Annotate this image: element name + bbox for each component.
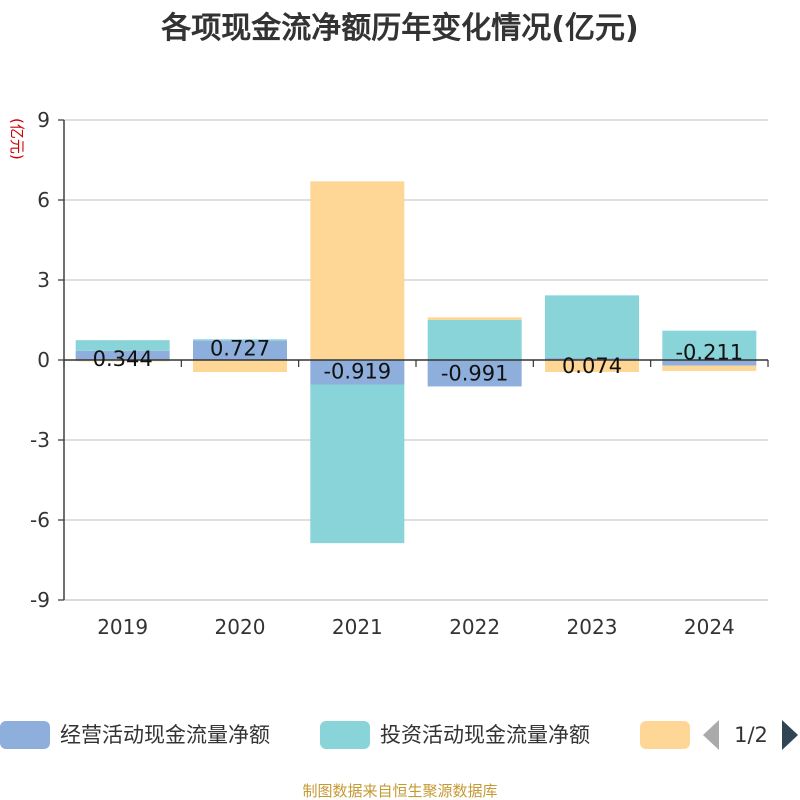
bar-series2-2024 [662, 330, 757, 360]
grid-lines [64, 119, 768, 601]
x-tick-label: 2019 [97, 615, 148, 639]
legend-label[interactable]: 投资活动现金流量净额 [380, 723, 590, 747]
bar-series1-2022 [427, 360, 522, 387]
data-labels: 0.344 0.727 -0.919 -0.991 0.074 -0.211 [93, 337, 744, 386]
data-label: -0.991 [441, 361, 509, 385]
data-label: 0.727 [210, 337, 270, 361]
x-tick-label: 2020 [215, 615, 266, 639]
chart-title: 各项现金流净额历年变化情况(亿元) [160, 11, 638, 46]
legend: 经营活动现金流量净额 投资活动现金流量净额 1/2 [0, 720, 798, 750]
x-tick-label: 2024 [684, 615, 735, 639]
y-tick-label: 0 [37, 348, 50, 372]
legend-page-indicator: 1/2 [734, 723, 768, 747]
data-label: 0.344 [93, 347, 153, 371]
axes: 9 6 3 0 -3 -6 -9 2019 2020 2021 2022 2023 2024 [30, 108, 769, 639]
y-tick-label: -9 [30, 588, 50, 612]
bars [75, 181, 757, 544]
y-tick-label: 3 [37, 268, 50, 292]
y-tick-label: -3 [30, 428, 50, 452]
data-label: 0.074 [562, 354, 622, 378]
bar-series2-2021 [310, 384, 405, 544]
bar-series2-2020 [193, 339, 287, 341]
x-tick-label: 2023 [567, 615, 618, 639]
bar-series3-2023 [545, 360, 639, 372]
bar-series3-2020 [193, 360, 287, 372]
bar-series1-2019 [75, 350, 170, 360]
bar-series1-2020 [193, 340, 287, 360]
y-tick-label: 9 [37, 108, 50, 132]
x-tick-label: 2021 [332, 615, 383, 639]
data-label: -0.919 [323, 360, 391, 384]
x-tick-label: 2022 [449, 615, 500, 639]
data-label: -0.211 [675, 341, 743, 365]
legend-swatch[interactable] [640, 721, 690, 749]
source-note: 制图数据来自恒生聚源数据库 [302, 782, 497, 800]
legend-next-icon[interactable] [782, 720, 798, 750]
bar-series2-2019 [75, 340, 170, 351]
bar-series3-2022 [427, 317, 522, 320]
bar-series1-2023 [545, 358, 639, 360]
bar-series2-2023 [545, 295, 639, 359]
legend-prev-icon[interactable] [703, 720, 719, 750]
legend-swatch[interactable] [320, 721, 370, 749]
y-tick-label: -6 [30, 508, 50, 532]
bar-series2-2022 [427, 320, 522, 360]
y-tick-label: 6 [37, 188, 50, 212]
bar-series3-2024 [662, 365, 757, 371]
legend-label[interactable]: 经营活动现金流量净额 [60, 723, 270, 747]
bar-series3-2021 [310, 181, 405, 360]
y-axis-unit: (亿元) [8, 118, 26, 160]
legend-swatch[interactable] [0, 721, 50, 749]
bar-series1-2024 [662, 360, 757, 366]
bar-series1-2021 [310, 360, 405, 385]
